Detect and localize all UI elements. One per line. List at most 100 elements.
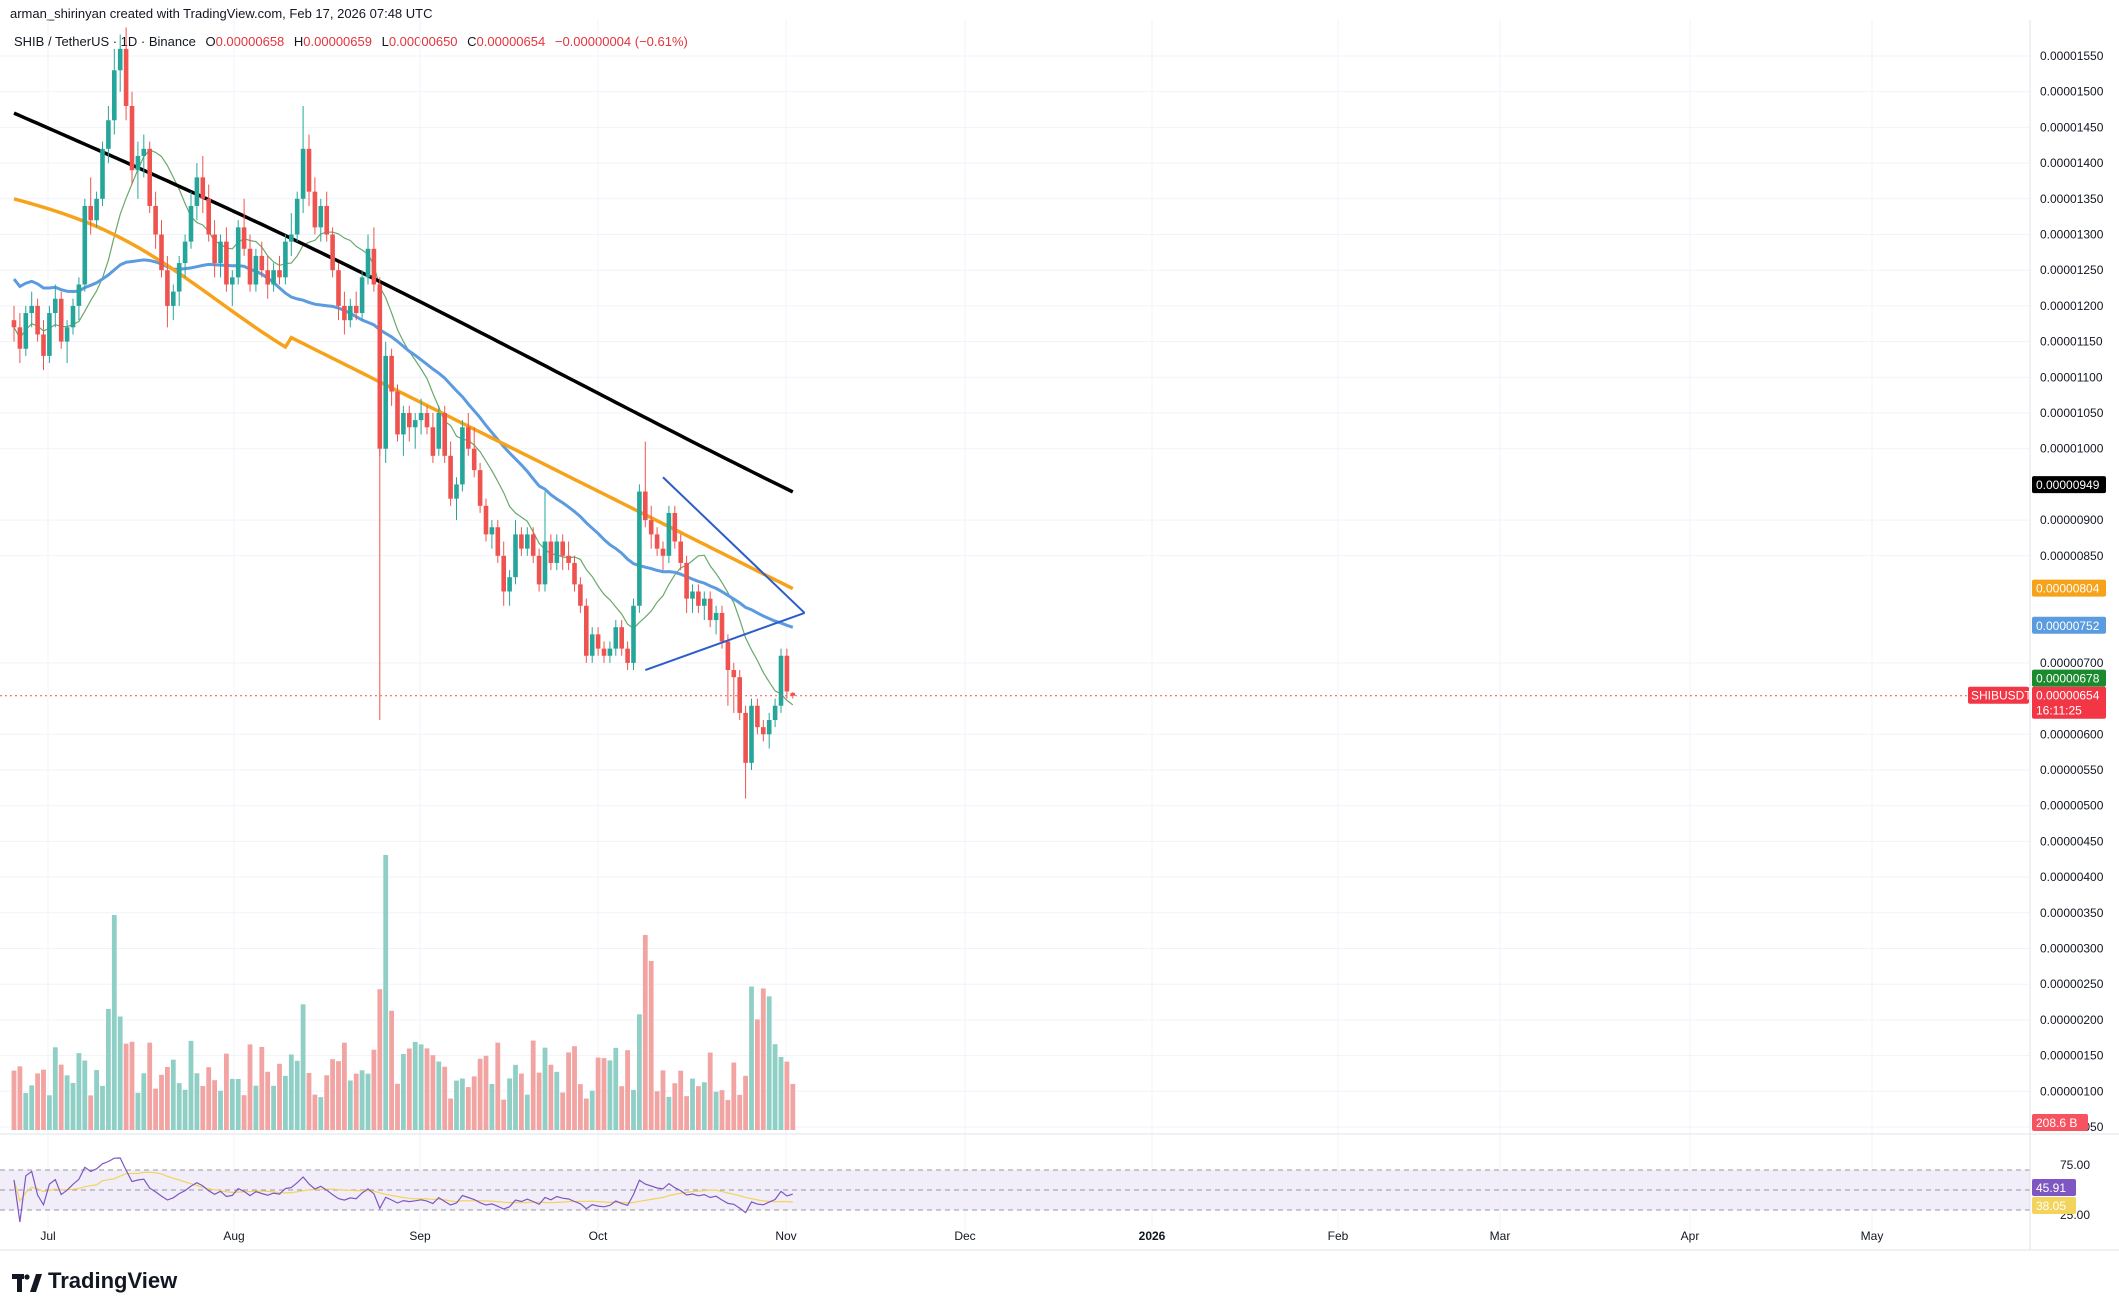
time-tick-label: Mar xyxy=(1490,1229,1511,1243)
candle xyxy=(766,712,772,749)
candle-body xyxy=(247,248,253,285)
time-tick-label: May xyxy=(1861,1229,1884,1243)
close-label: C xyxy=(467,34,477,49)
candle xyxy=(300,105,306,214)
candle xyxy=(271,263,276,292)
volume-bar xyxy=(660,1070,666,1130)
candle-body xyxy=(749,705,754,763)
candle xyxy=(702,591,707,621)
volume-bar xyxy=(377,989,383,1130)
volume-badge-text: 208.6 B xyxy=(2036,1116,2077,1130)
candle xyxy=(489,520,495,549)
volume-bar xyxy=(542,1047,548,1130)
volume-bar xyxy=(548,1064,554,1130)
candle-body xyxy=(707,598,713,621)
candle-body xyxy=(171,291,176,306)
candle xyxy=(29,291,34,328)
candle xyxy=(11,305,17,342)
volume-bar xyxy=(235,1078,241,1130)
candle-body xyxy=(507,577,512,592)
candle xyxy=(725,634,731,706)
candle xyxy=(253,248,259,292)
volume-bar xyxy=(743,1075,748,1130)
candle-body xyxy=(389,355,394,392)
candle xyxy=(501,541,506,606)
candle-body xyxy=(572,562,577,585)
countdown-text: 16:11:25 xyxy=(2036,704,2082,718)
candle-body xyxy=(259,255,265,271)
triangle-pattern xyxy=(0,476,2030,697)
candle-body xyxy=(513,534,518,578)
candle xyxy=(513,520,518,585)
volume-bar xyxy=(430,1055,436,1130)
axes[interactable]: 0.00001550 0.00001500 0.00001450 0.00001400… xyxy=(0,20,2119,1251)
candle xyxy=(631,598,636,671)
candle-body xyxy=(318,205,324,228)
candle xyxy=(643,441,648,528)
candle-body xyxy=(548,541,554,563)
price-tick-label: 0.00000200 xyxy=(2040,1013,2104,1027)
triangle-upper-line xyxy=(662,476,806,614)
rsi-value-badge: 45.91 xyxy=(2032,1179,2076,1196)
volume-bar xyxy=(566,1052,571,1130)
candle xyxy=(696,584,701,613)
candle xyxy=(194,163,200,221)
candle-body xyxy=(88,205,93,221)
candle-body xyxy=(519,534,524,549)
candle-body xyxy=(566,555,571,563)
volume-bar xyxy=(277,1063,282,1130)
price-tick-label: 0.00000500 xyxy=(2040,799,2104,813)
candle-body xyxy=(17,327,23,349)
volume-bar xyxy=(507,1078,512,1130)
candle-body xyxy=(123,48,129,106)
candle xyxy=(519,527,524,556)
volume-bar xyxy=(241,1095,247,1130)
candle xyxy=(637,484,642,613)
candle-body xyxy=(501,555,506,592)
candle-body xyxy=(766,720,772,735)
candle xyxy=(430,413,436,463)
volume-bar xyxy=(283,1075,288,1130)
volume-bar xyxy=(530,1040,536,1130)
ma50-badge-bg xyxy=(2032,616,2106,634)
candle xyxy=(560,534,565,571)
price-tick-label: 0.00000550 xyxy=(2040,763,2104,777)
candle-body xyxy=(371,248,377,285)
candle-body xyxy=(619,627,624,649)
candle-body xyxy=(82,205,88,285)
time-tick-label: Nov xyxy=(775,1229,796,1243)
volume-bar xyxy=(247,1044,253,1130)
candle xyxy=(625,641,630,671)
volume-bar xyxy=(749,986,754,1130)
symbol-title[interactable]: SHIB / TetherUS · 1D · Binance xyxy=(14,34,196,49)
price-tick-label: 0.00000350 xyxy=(2040,906,2104,920)
candle-body xyxy=(141,148,147,156)
volume-bar xyxy=(406,1048,412,1130)
candle xyxy=(129,91,135,185)
price-tick-label: 0.00001300 xyxy=(2040,228,2104,242)
volume-bar xyxy=(88,1095,94,1130)
volume-bar xyxy=(347,1080,353,1130)
candle xyxy=(772,698,778,728)
candle-body xyxy=(702,598,707,606)
candle xyxy=(584,598,589,663)
candle xyxy=(342,291,347,335)
ma50-line xyxy=(12,258,794,629)
tradingview-logo[interactable]: TradingView xyxy=(12,1268,177,1294)
volume-bar xyxy=(690,1078,695,1130)
candle-body xyxy=(412,420,418,428)
volume-bar xyxy=(666,1096,672,1130)
candlesticks[interactable] xyxy=(11,27,796,799)
candle-body xyxy=(330,234,335,271)
rsi-pane[interactable] xyxy=(0,1133,2119,1223)
ma20-badge: 0.00000678 xyxy=(2032,669,2106,687)
volume-bar xyxy=(554,1071,560,1130)
candle-body xyxy=(719,612,725,642)
candle xyxy=(353,291,359,321)
candle xyxy=(737,670,742,721)
candle xyxy=(548,534,554,571)
candle xyxy=(318,198,324,242)
candle xyxy=(654,527,660,556)
